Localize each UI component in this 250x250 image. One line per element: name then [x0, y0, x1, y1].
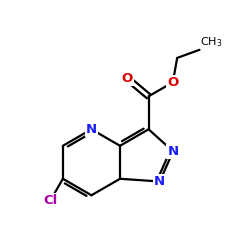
- Text: N: N: [86, 123, 97, 136]
- Text: O: O: [167, 76, 178, 89]
- Text: Cl: Cl: [44, 194, 58, 207]
- Text: CH$_3$: CH$_3$: [200, 35, 223, 49]
- Text: N: N: [168, 145, 179, 158]
- Text: N: N: [154, 175, 165, 188]
- Text: O: O: [122, 72, 133, 85]
